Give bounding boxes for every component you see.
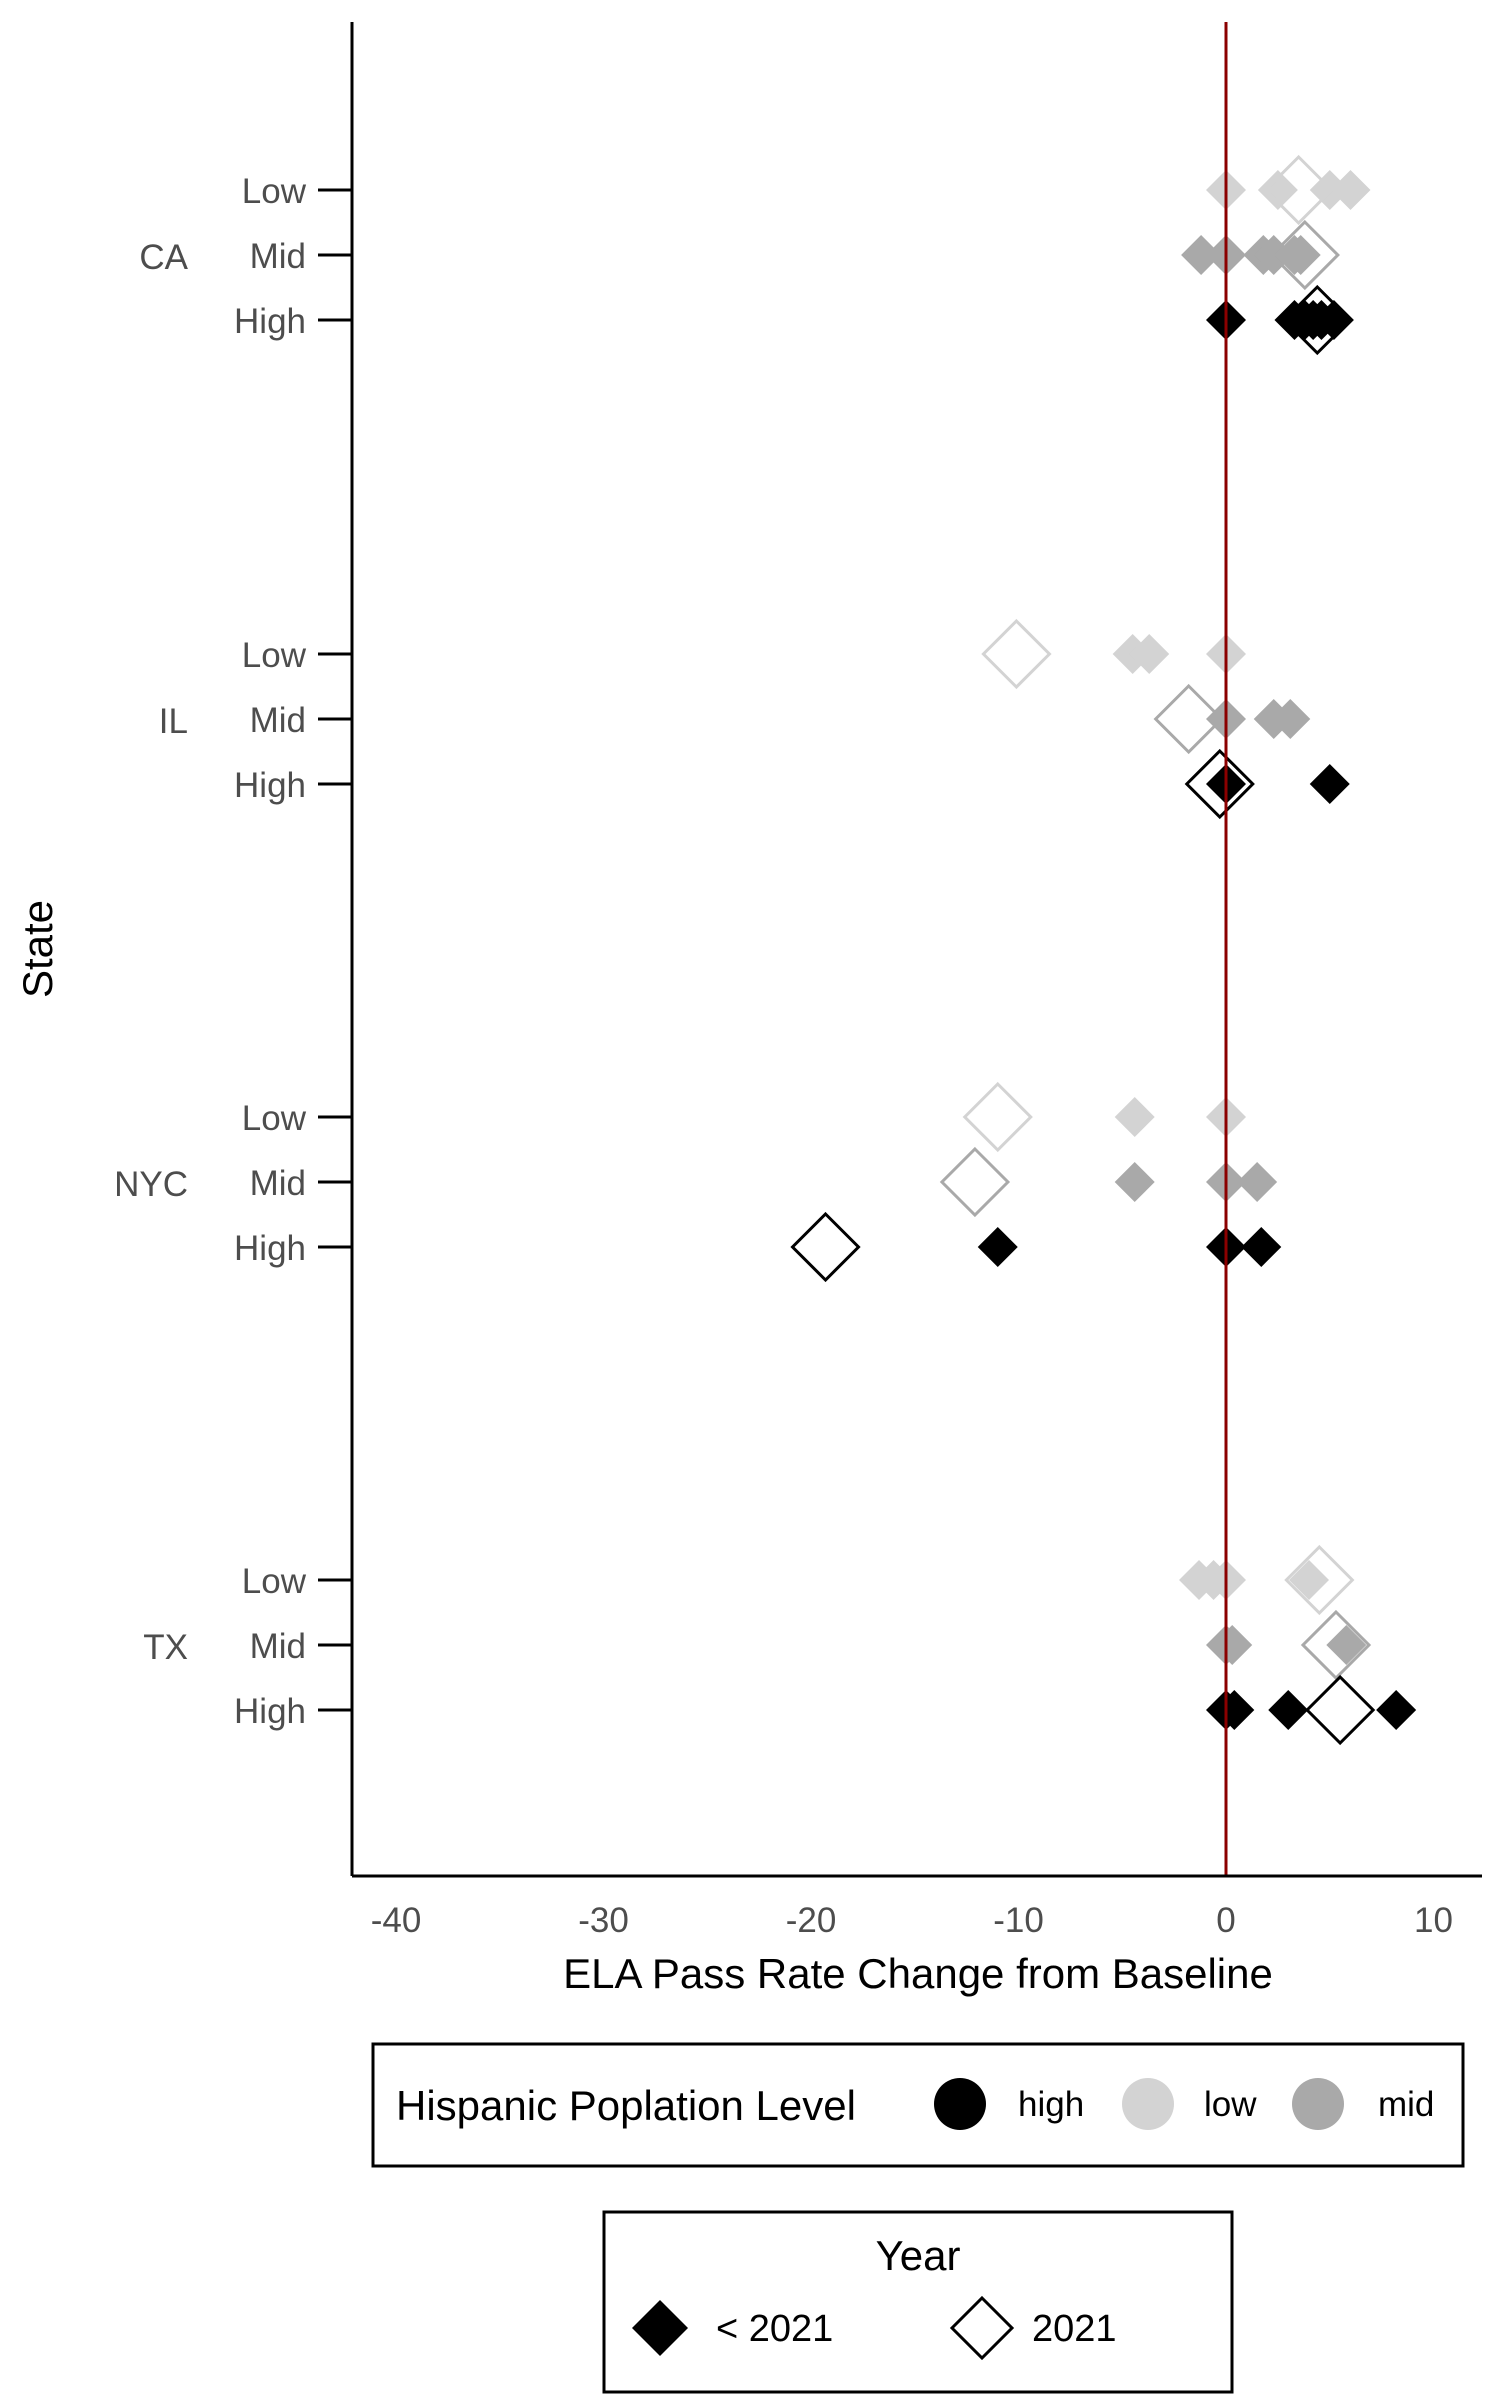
point-tx-high-pre2021 [1376,1690,1417,1730]
point-ca-high-pre2021 [1313,300,1354,340]
point-tx-high-2021 [1305,1674,1376,1746]
level-label-il-mid: Mid [250,701,306,740]
data-points [790,154,1417,1746]
level-label-ca-mid: Mid [250,237,306,276]
point-tx-mid-2021 [1300,1609,1372,1681]
level-label-tx-mid: Mid [250,1627,306,1666]
color-legend: Hispanic Poplation Level high low mid [371,2042,1465,2168]
legend-swatch-high [934,2078,986,2130]
shape-legend-entries: < 2021 2021 [632,2295,1117,2361]
point-nyc-mid-pre2021 [1114,1162,1155,1202]
color-legend-box [371,2042,1465,2168]
y-axis-labels: CA Low Mid High IL Low Mid High NYC Low Mid High TX L… [114,172,352,1731]
point-il-high-2021 [1184,748,1255,820]
point-tx-low-2021 [1284,1544,1355,1616]
level-label-nyc-mid: Mid [250,1164,306,1203]
legend-swatch-low [1122,2078,1174,2130]
x-tick-label: 10 [1414,1901,1453,1940]
shape-legend: Year < 2021 2021 [602,2210,1234,2394]
point-il-mid-2021 [1153,683,1224,755]
point-ca-low-pre2021 [1257,170,1298,210]
point-nyc-mid-2021 [939,1146,1011,1218]
legend-swatch-mid [1292,2078,1344,2130]
x-tick-label: -30 [578,1901,629,1940]
x-axis-title: ELA Pass Rate Change from Baseline [563,1950,1273,1997]
point-tx-low-pre2021 [1289,1560,1329,1600]
point-tx-mid-pre2021 [1212,1625,1253,1665]
state-label-nyc: NYC [114,1165,188,1204]
shape-legend-box [602,2210,1234,2394]
state-label-il: IL [159,702,188,741]
point-ca-low-pre2021 [1330,170,1371,210]
level-label-ca-high: High [234,302,306,341]
point-nyc-low-2021 [962,1081,1033,1153]
point-ca-low-2021 [1263,154,1334,226]
level-label-nyc-low: Low [242,1099,307,1138]
point-ca-high-2021 [1282,284,1353,356]
point-tx-high-pre2021 [1214,1690,1255,1730]
level-label-tx-low: Low [242,1562,307,1601]
level-label-nyc-high: High [234,1229,306,1268]
state-label-ca: CA [139,238,188,277]
point-tx-mid-pre2021 [1326,1625,1367,1665]
shape-legend-title: Year [876,2232,961,2279]
point-il-high-pre2021 [1309,764,1350,804]
x-tick-label: -40 [371,1901,422,1940]
state-label-tx: TX [143,1628,188,1667]
x-axis-ticks: -40 -30 -20 -10 0 10 [371,1901,1453,1940]
legend-shape-open-diamond [949,2295,1015,2361]
legend-shape-filled-diamond [632,2300,688,2356]
color-legend-title: Hispanic Poplation Level [396,2082,856,2129]
color-legend-entries: high low mid [934,2078,1434,2130]
legend-shape-label: 2021 [1032,2308,1117,2350]
y-axis-title: State [14,900,61,998]
point-ca-mid-2021 [1269,219,1340,291]
point-il-low-pre2021 [1129,634,1170,674]
point-tx-high-pre2021 [1268,1690,1309,1730]
legend-label-low: low [1204,2085,1257,2124]
point-ca-mid-pre2021 [1181,235,1222,275]
point-nyc-high-pre2021 [977,1227,1018,1267]
legend-label-high: high [1018,2085,1084,2124]
legend-shape-label: < 2021 [716,2308,833,2350]
legend-label-mid: mid [1378,2085,1434,2124]
point-il-low-2021 [981,618,1052,690]
x-tick-label: -10 [993,1901,1044,1940]
point-il-mid-pre2021 [1270,699,1311,739]
point-nyc-mid-pre2021 [1237,1162,1278,1202]
point-nyc-high-2021 [790,1211,861,1283]
level-label-ca-low: Low [242,172,307,211]
point-ca-mid-pre2021 [1280,235,1321,275]
x-tick-label: 0 [1216,1901,1235,1940]
level-label-il-high: High [234,766,306,805]
point-nyc-low-pre2021 [1114,1097,1155,1137]
level-label-tx-high: High [234,1692,306,1731]
point-nyc-high-pre2021 [1241,1227,1282,1267]
level-label-il-low: Low [242,636,307,675]
x-tick-label: -20 [786,1901,837,1940]
